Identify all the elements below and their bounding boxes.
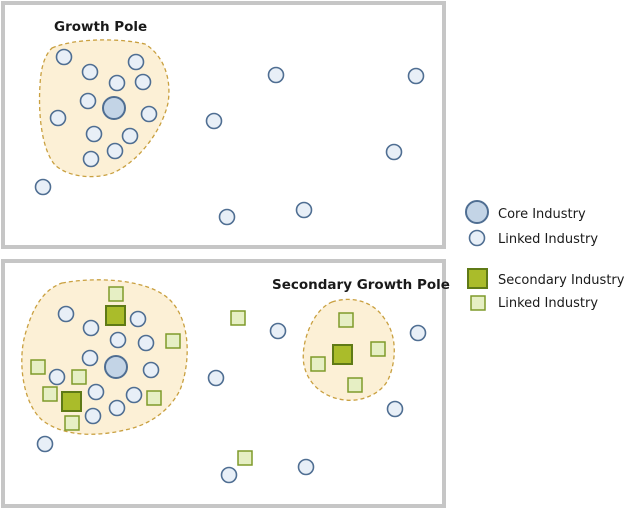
linked-industry-nodes (34, 48, 425, 226)
linked-industry-square-nodes (30, 286, 386, 466)
linked-industry-node (140, 105, 158, 123)
linked-industry-node (106, 142, 124, 160)
top-panel: Growth Pole (1, 1, 446, 249)
legend-linked-industry-square: Linked Industry (470, 295, 598, 311)
legend-linked-industry-circle: Linked Industry (468, 229, 598, 247)
secondary-industry-node (61, 391, 82, 412)
linked-industry-node (121, 127, 139, 145)
linked-industry-nodes (36, 305, 427, 484)
linked-industry-node (205, 112, 223, 130)
linked-industry-square-node (146, 390, 162, 406)
linked-industry-node (49, 109, 67, 127)
secondary-industry-node (105, 305, 126, 326)
legend: Core Industry Linked Industry Secondary … (465, 200, 625, 311)
growth-pole-title: Growth Pole (54, 19, 147, 35)
linked-industry-node (142, 361, 160, 379)
linked-industry-square-node (64, 415, 80, 431)
linked-industry-node (129, 310, 147, 328)
linked-industry-square-node (108, 286, 124, 302)
linked-industry-node (36, 435, 54, 453)
linked-industry-node (34, 178, 52, 196)
linked-industry-node (220, 466, 238, 484)
secondary-industry-nodes (61, 305, 353, 412)
linked-industry-square-node (230, 310, 246, 326)
linked-industry-node (386, 400, 404, 418)
secondary-growth-pole-title: Secondary Growth Pole (272, 277, 450, 293)
linked-industry-square-node (370, 341, 386, 357)
linked-industry-square-node (338, 312, 354, 328)
legend-core-industry-label: Core Industry (498, 207, 586, 222)
linked-industry-node (269, 322, 287, 340)
linked-industry-node (85, 125, 103, 143)
legend-linked-industry-circle-symbol (468, 229, 486, 247)
linked-industry-node (79, 92, 97, 110)
linked-industry-square-node (71, 369, 87, 385)
legend-linked-industry-square-label: Linked Industry (498, 296, 598, 311)
linked-industry-node (134, 73, 152, 91)
linked-industry-node (267, 66, 285, 84)
linked-industry-node (295, 201, 313, 219)
linked-industry-node (57, 305, 75, 323)
linked-industry-node (84, 407, 102, 425)
secondary-industry-node (332, 344, 353, 365)
linked-industry-node (125, 386, 143, 404)
linked-industry-node (48, 368, 66, 386)
legend-secondary-industry: Secondary Industry (467, 268, 625, 289)
legend-secondary-industry-label: Secondary Industry (498, 273, 625, 288)
linked-industry-node (81, 349, 99, 367)
linked-industry-node (82, 319, 100, 337)
linked-industry-square-node (237, 450, 253, 466)
linked-industry-node (297, 458, 315, 476)
legend-linked-industry-square-symbol (470, 295, 486, 311)
linked-industry-node (81, 63, 99, 81)
linked-industry-node (55, 48, 73, 66)
linked-industry-square-node (30, 359, 46, 375)
linked-industry-node (82, 150, 100, 168)
linked-industry-square-node (310, 356, 326, 372)
linked-industry-node (108, 74, 126, 92)
legend-secondary-industry-symbol (467, 268, 488, 289)
core-industry-node (104, 355, 128, 379)
linked-industry-square-node (165, 333, 181, 349)
linked-industry-node (207, 369, 225, 387)
linked-industry-square-node (42, 386, 58, 402)
linked-industry-node (137, 334, 155, 352)
linked-industry-square-node (347, 377, 363, 393)
legend-core-industry-symbol (465, 200, 489, 224)
linked-industry-node (407, 67, 425, 85)
linked-industry-node (127, 53, 145, 71)
core-industry-node (102, 96, 126, 120)
linked-industry-node (385, 143, 403, 161)
primary-pole-region (21, 279, 188, 435)
linked-industry-node (109, 331, 127, 349)
legend-linked-industry-circle-label: Linked Industry (498, 232, 598, 247)
legend-core-industry: Core Industry (465, 200, 586, 224)
linked-industry-node (409, 324, 427, 342)
linked-industry-node (218, 208, 236, 226)
linked-industry-node (87, 383, 105, 401)
bottom-panel: Secondary Growth Pole (1, 259, 450, 508)
linked-industry-node (108, 399, 126, 417)
